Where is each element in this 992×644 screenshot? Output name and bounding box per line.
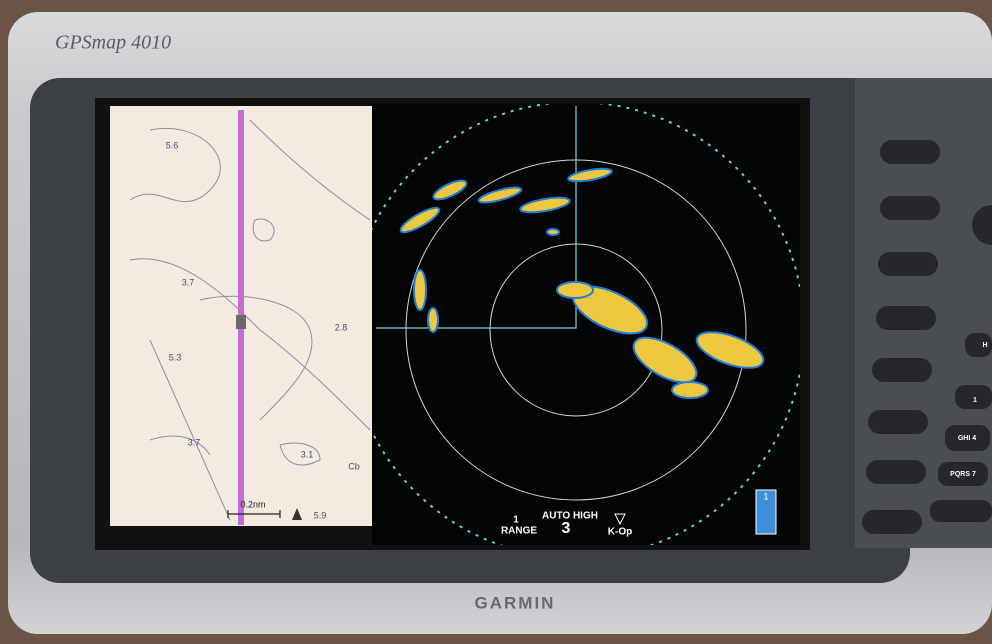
soft-key[interactable] [876,306,936,330]
range-icon [614,513,626,526]
page-number: 1 [763,491,768,501]
depth-label: 2.8 [335,322,348,332]
key-label: 1 [973,397,977,404]
key[interactable] [965,333,992,357]
soft-key[interactable] [880,196,940,220]
soft-key[interactable] [868,410,928,434]
depth-label: 3.7 [188,437,201,447]
radar-display [372,104,800,545]
keypad: 1 GHI 4 PQRS 7 H [930,205,992,522]
radar-status: K-Op [608,527,632,538]
key-label: GHI 4 [958,435,976,442]
model-name: GPSmap 4010 [55,32,171,54]
vessel-icon [236,315,246,329]
range-value: 3 [562,520,571,537]
page-indicator [755,489,777,535]
scale-label: 0.2nm [240,499,265,509]
depth-label: 3.1 [301,449,314,459]
depth-label: 3.7 [182,277,195,287]
soft-key[interactable] [862,510,922,534]
range-label: RANGE [501,526,537,537]
radar-returns [399,167,765,399]
depth-label: 5.3 [169,352,182,362]
depth-contours [129,119,371,521]
scale-bar [227,510,281,518]
key-label: H [982,342,987,349]
rocker[interactable] [972,205,992,245]
soft-key[interactable] [878,252,938,276]
depth-label: 5.9 [314,510,327,520]
key[interactable] [930,500,992,522]
soft-keys [862,140,940,534]
key[interactable] [945,425,990,451]
key-label: PQRS 7 [950,471,976,478]
soft-key[interactable] [866,460,926,484]
soft-key[interactable] [880,140,940,164]
seabed-label: Cb [348,461,360,471]
ring-value: 1 [513,515,519,526]
brand-logo: GARMIN [475,593,556,612]
depth-label: 5.6 [166,140,179,150]
gain-mode: AUTO HIGH [542,511,598,522]
key[interactable] [955,385,992,409]
soft-key[interactable] [872,358,932,382]
north-arrow [292,508,302,520]
key[interactable] [938,462,988,486]
